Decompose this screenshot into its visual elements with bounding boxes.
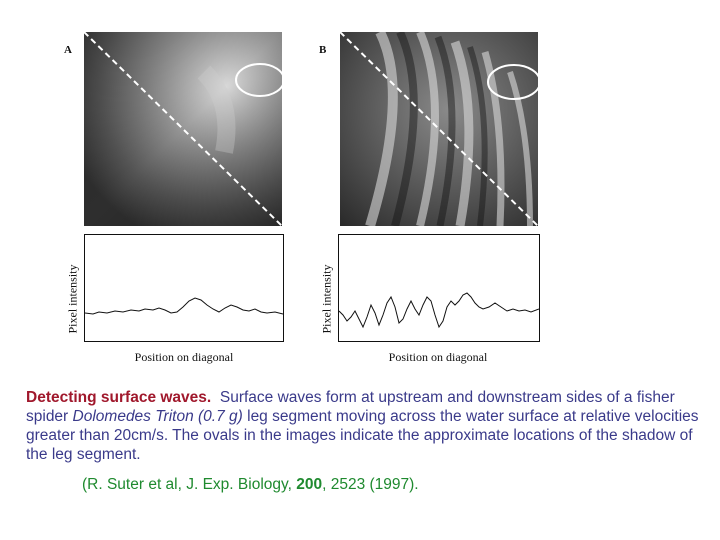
panel-b-xlabel: Position on diagonal — [388, 350, 488, 364]
figure-caption: Detecting surface waves. Surface waves f… — [26, 388, 716, 464]
caption-text-part2: leg segment moving across the water surf… — [26, 408, 699, 463]
panel-a-image — [84, 32, 282, 226]
citation-suffix: , 2523 (1997). — [322, 476, 419, 493]
caption-text-part1: Surface waves form at upstream and downs… — [26, 389, 675, 425]
panel-a-letter: A — [64, 44, 72, 56]
panel-a-intensity-trace — [84, 297, 284, 315]
caption-lead: Detecting surface waves. — [26, 389, 212, 406]
panel-b-letter: B — [319, 44, 327, 56]
panel-a-ylabel: Pixel intensity — [65, 264, 80, 334]
panel-a-xlabel: Position on diagonal — [134, 350, 234, 364]
citation: (R. Suter et al, J. Exp. Biology, 200, 2… — [82, 476, 419, 494]
caption-species: Dolomedes Triton (0.7 g) — [72, 408, 243, 425]
panel-b-ylabel: Pixel intensity — [319, 264, 334, 334]
panel-b-image — [340, 32, 538, 226]
panel-a-plot — [84, 234, 284, 342]
panel-b-plot — [338, 234, 540, 342]
citation-prefix: (R. Suter et al, J. Exp. Biology, — [82, 476, 297, 493]
citation-volume: 200 — [296, 476, 323, 493]
panel-b-intensity-trace — [338, 292, 540, 329]
